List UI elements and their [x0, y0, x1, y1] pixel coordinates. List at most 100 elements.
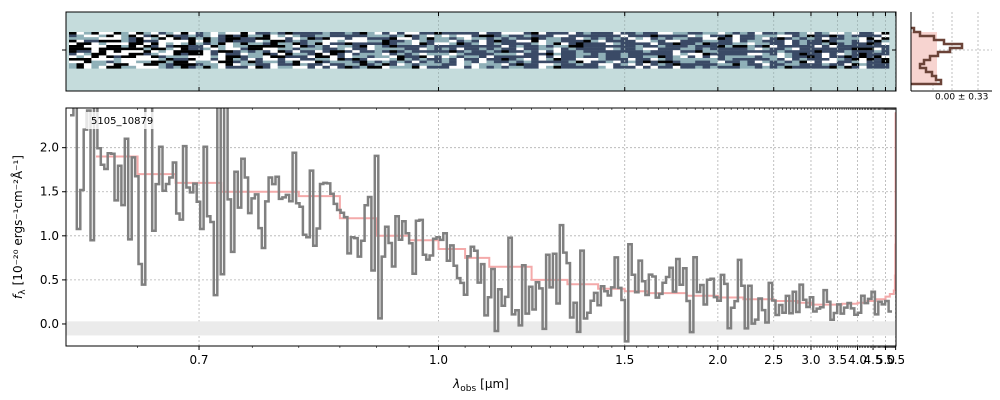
x-tick-label: 2.0 — [708, 353, 727, 367]
spectrum-2d-pixel — [501, 65, 510, 69]
spectrum-2d-pixel — [359, 39, 368, 43]
spectrum-2d-pixel — [471, 55, 480, 59]
spectrum-2d-pixel — [76, 37, 85, 40]
spectrum-2d-pixel — [382, 34, 390, 38]
spectrum-2d-pixel — [613, 58, 621, 61]
spectrum-2d-pixel — [419, 37, 428, 40]
spectrum-2d-pixel — [76, 32, 85, 35]
spectrum-2d-pixel — [262, 50, 271, 53]
spectrum-2d-pixel — [568, 65, 577, 69]
spectrum-2d-pixel — [76, 58, 85, 61]
spectrum-2d-pixel — [69, 52, 77, 56]
spectrum-2d-pixel — [277, 32, 286, 35]
spectrum-2d-pixel — [344, 34, 353, 38]
spectrum-2d-pixel — [777, 65, 785, 69]
spectrum-2d-pixel — [441, 60, 450, 64]
spectrum-2d-pixel — [113, 55, 122, 59]
spectrum-2d-pixel — [367, 52, 375, 56]
spectrum-2d-pixel — [344, 39, 353, 43]
spectrum-2d-pixel — [866, 42, 875, 46]
spectrum-2d-pixel — [426, 47, 435, 51]
spectrum-2d-pixel — [546, 65, 554, 69]
spectrum-2d-pixel — [76, 34, 85, 38]
spectrum-2d-pixel — [277, 37, 286, 40]
spectrum-2d-pixel — [501, 63, 510, 66]
spectrum-2d-pixel — [180, 58, 189, 61]
spectrum-2d-pixel — [69, 42, 77, 46]
spectrum-2d-pixel — [456, 47, 465, 51]
spectrum-2d-pixel — [739, 45, 748, 48]
spectrum-2d-pixel — [739, 42, 748, 46]
spectrum-2d-pixel — [315, 45, 323, 48]
spectrum-2d-pixel — [411, 47, 420, 51]
spectrum-2d-pixel — [881, 42, 890, 46]
spectrum-2d-pixel — [665, 42, 674, 46]
spectrum-2d-pixel — [255, 52, 264, 56]
spectrum-2d-pixel — [702, 47, 711, 51]
spectrum-2d-pixel — [792, 55, 800, 59]
spectrum-2d-pixel — [76, 45, 85, 48]
spectrum-2d-pixel — [680, 47, 689, 51]
spectrum-2d-pixel — [233, 58, 241, 61]
spectrum-2d-pixel — [493, 60, 502, 64]
spectrum-2d-pixel — [859, 47, 867, 51]
spectrum-2d-pixel — [389, 60, 398, 64]
spectrum-2d-pixel — [635, 32, 644, 35]
spectrum-2d-pixel — [590, 37, 599, 40]
spectrum-2d-pixel — [702, 58, 711, 61]
spectrum-2d-pixel — [233, 37, 241, 40]
spectrum-2d-pixel — [777, 37, 785, 40]
spectrum-2d-pixel — [337, 63, 346, 66]
spectrum-2d-pixel — [598, 39, 607, 43]
spectrum-2d-pixel — [128, 39, 137, 43]
spectrum-2d-pixel — [404, 39, 413, 43]
spectrum-2d-pixel — [255, 60, 264, 64]
spectrum-2d-pixel — [762, 45, 771, 48]
spectrum-2d-pixel — [419, 58, 428, 61]
spectrum-2d-pixel — [874, 50, 882, 53]
spectrum-2d-pixel — [613, 39, 621, 43]
spectrum-2d-pixel — [456, 58, 465, 61]
spectrum-2d-pixel — [374, 50, 383, 53]
spectrum-2d-pixel — [464, 34, 472, 38]
spectrum-2d-pixel — [516, 47, 525, 51]
spectrum-2d-pixel — [695, 45, 703, 48]
spectrum-2d-pixel — [479, 32, 487, 35]
spectrum-2d-pixel — [866, 52, 875, 56]
spectrum-2d-pixel — [404, 63, 413, 66]
spectrum-2d-pixel — [821, 63, 830, 66]
spectrum-2d-pixel — [471, 63, 480, 66]
main-grid — [66, 108, 897, 346]
spectrum-2d-pixel — [329, 63, 338, 66]
spectrum-2d-pixel — [739, 47, 748, 51]
spectrum-2d-pixel — [315, 32, 323, 35]
spectrum-2d-pixel — [523, 60, 532, 64]
spectrum-2d-pixel — [441, 58, 450, 61]
spectrum-2d-pixel — [76, 60, 85, 64]
spectrum-2d-pixel — [695, 52, 703, 56]
spectrum-2d-pixel — [881, 45, 890, 48]
spectrum-2d-pixel — [829, 34, 838, 38]
spectrum-2d-pixel — [657, 52, 666, 56]
zero-error-band — [66, 321, 896, 336]
spectrum-2d-pixel — [218, 55, 226, 59]
spectrum-2d-pixel — [471, 32, 480, 35]
spectrum-2d-pixel — [165, 39, 174, 43]
spectrum-2d-pixel — [695, 37, 703, 40]
spectrum-2d-pixel — [695, 58, 703, 61]
spectrum-2d-pixel — [613, 50, 621, 53]
spectrum-2d-pixel — [784, 34, 793, 38]
spectrum-2d-pixel — [218, 58, 226, 61]
spectrum-2d-pixel — [859, 50, 867, 53]
spectrum-2d-pixel — [680, 50, 689, 53]
spectrum-2d-pixel — [657, 45, 666, 48]
spectrum-2d-pixel — [725, 39, 733, 43]
spectrum-2d-pixel — [255, 39, 264, 43]
spectrum-2d-pixel — [620, 58, 629, 61]
spectrum-2d-pixel — [151, 60, 159, 64]
spectrum-2d-pixel — [784, 52, 793, 56]
spectrum-2d-pixel — [747, 55, 756, 59]
spectrum-2d-pixel — [590, 42, 599, 46]
spectrum-2d-pixel — [128, 37, 137, 40]
spectrum-2d-pixel — [605, 60, 614, 64]
